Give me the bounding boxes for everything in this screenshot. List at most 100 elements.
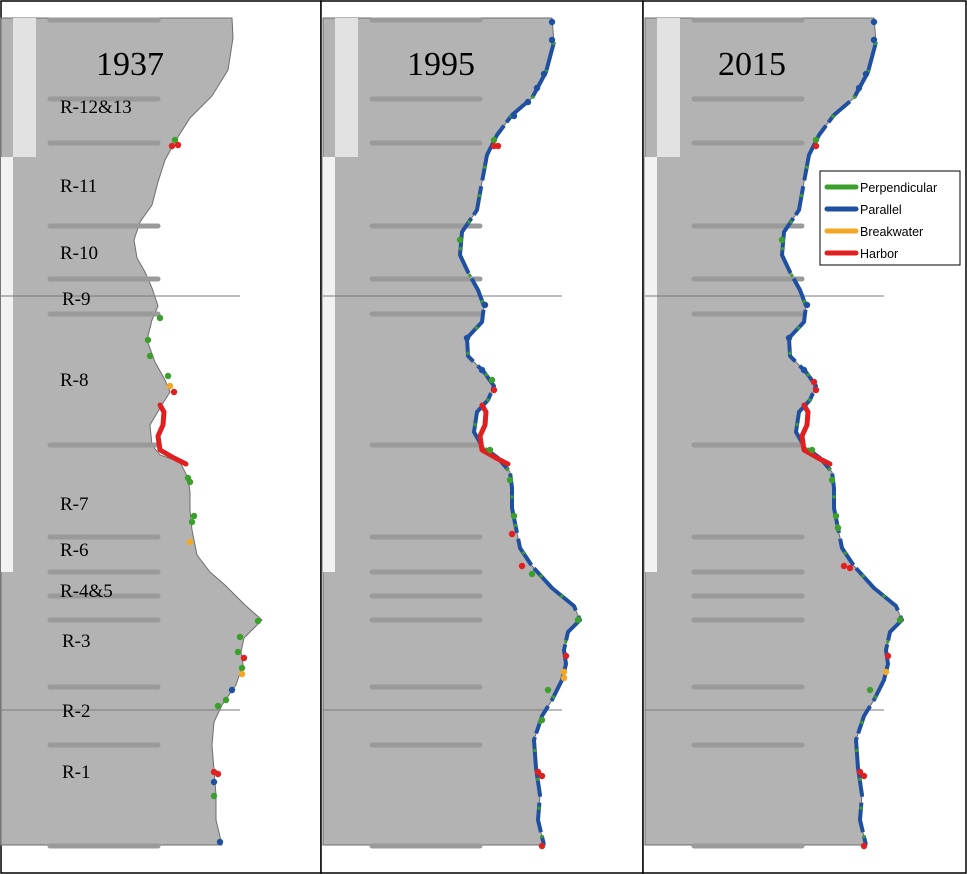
legend: Perpendicular Parallel Breakwater Harbor (819, 170, 961, 266)
armoring-point-perpendicular (236, 633, 244, 641)
inland-edge-top (335, 18, 358, 157)
armoring-point-perpendicular (214, 702, 222, 710)
armoring-point-breakwater (882, 668, 890, 676)
armoring-point-perpendicular (538, 716, 546, 724)
armoring-point-parallel (216, 838, 224, 846)
armoring-point-perpendicular (574, 616, 582, 624)
armoring-point-perpendicular (896, 616, 904, 624)
armoring-point-perpendicular (866, 686, 874, 694)
armoring-point-harbor (508, 530, 516, 538)
panel-content (322, 17, 582, 850)
armoring-point-harbor (494, 142, 502, 150)
armoring-point-parallel (803, 301, 811, 309)
armoring-point-parallel (800, 366, 808, 374)
harbor-line (155, 402, 189, 467)
year-title: 2015 (718, 46, 786, 83)
armoring-point-harbor (240, 654, 248, 662)
armoring-point-perpendicular (144, 336, 152, 344)
armoring-point-perpendicular (812, 136, 820, 144)
region-label-r11: R-11 (60, 176, 97, 197)
armoring-point-perpendicular (544, 686, 552, 694)
armoring-point-perpendicular (490, 136, 498, 144)
panel-content (0, 17, 263, 849)
armoring-point-perpendicular (834, 524, 842, 532)
armoring-point-harbor (174, 141, 182, 149)
armoring-point-perpendicular (832, 512, 840, 520)
armoring-point-parallel (524, 98, 532, 106)
armoring-point-harbor (860, 842, 868, 850)
region-labels: R-12&13 R-11 R-10 R-9 R-8 R-7 R-6 R-4&5 … (60, 97, 132, 783)
armoring-point-parallel (210, 778, 218, 786)
region-label-r6: R-6 (60, 540, 89, 561)
armoring-point-harbor (538, 772, 546, 780)
region-label-r8: R-8 (60, 370, 89, 391)
armoring-point-perpendicular (222, 696, 230, 704)
region-label-r12-13: R-12&13 (60, 97, 132, 118)
armoring-point-parallel (540, 70, 548, 78)
inland-edge-top (13, 18, 36, 157)
map-panel-1937: 1937 (0, 0, 322, 874)
armoring-point-perpendicular (506, 476, 514, 484)
armoring-point-parallel (870, 36, 878, 44)
armoring-point-breakwater (560, 674, 568, 682)
armoring-point-perpendicular (210, 792, 218, 800)
legend-label-harbor: Harbor (860, 247, 898, 261)
armoring-point-perpendicular (190, 512, 198, 520)
armoring-point-harbor (170, 388, 178, 396)
armoring-point-harbor (168, 142, 176, 150)
armoring-point-harbor (812, 386, 820, 394)
armoring-point-perpendicular (528, 570, 536, 578)
armoring-point-harbor (840, 562, 848, 570)
armoring-parallel-line (780, 41, 904, 846)
region-label-r9: R-9 (62, 289, 91, 310)
harbor-line (799, 402, 833, 467)
armoring-point-perpendicular (510, 512, 518, 520)
armoring-point-harbor (884, 652, 892, 660)
armoring-point-harbor (846, 564, 854, 572)
year-title: 1995 (407, 46, 475, 83)
inland-edge-top (657, 18, 680, 157)
harbor-line (477, 402, 511, 467)
map-panel-1995: 1995 (320, 0, 644, 874)
legend-label-breakwater: Breakwater (860, 225, 923, 239)
armoring-point-breakwater (166, 382, 174, 390)
armoring-point-perpendicular (778, 236, 786, 244)
armoring-point-perpendicular (808, 446, 816, 454)
legend-label-parallel: Parallel (860, 203, 902, 217)
armoring-point-perpendicular (828, 476, 836, 484)
map-panel-2015: 2015 (642, 0, 967, 874)
armoring-point-perpendicular (254, 617, 262, 625)
armoring-point-parallel (481, 301, 489, 309)
armoring-point-breakwater (186, 538, 194, 546)
armoring-point-parallel (478, 366, 486, 374)
inland-edge (323, 157, 335, 572)
armoring-point-perpendicular (164, 372, 172, 380)
armoring-point-harbor (490, 386, 498, 394)
armoring-point-harbor (538, 842, 546, 850)
armoring-point-breakwater (560, 668, 568, 676)
armoring-point-perpendicular (486, 446, 494, 454)
armoring-point-harbor (856, 768, 864, 776)
armoring-point-perpendicular (238, 664, 246, 672)
region-label-r1: R-1 (62, 762, 91, 783)
armoring-point-parallel (862, 70, 870, 78)
legend-label-perpendicular: Perpendicular (860, 181, 937, 195)
inland-edge (1, 157, 13, 572)
region-label-r10: R-10 (60, 243, 98, 264)
armoring-point-parallel (855, 84, 863, 92)
armoring-point-parallel (785, 334, 793, 342)
armoring-point-harbor (534, 768, 542, 776)
armoring-point-harbor (518, 562, 526, 570)
armoring-point-harbor (860, 772, 868, 780)
armoring-point-perpendicular (156, 314, 164, 322)
armoring-point-harbor (562, 652, 570, 660)
armoring-point-parallel (870, 18, 878, 26)
armoring-point-harbor (812, 142, 820, 150)
panel-content (644, 17, 904, 850)
armoring-point-perpendicular (171, 136, 179, 144)
armoring-point-perpendicular (488, 376, 496, 384)
armoring-point-harbor (214, 770, 222, 778)
armoring-point-perpendicular (188, 518, 196, 526)
region-label-r2: R-2 (62, 701, 91, 722)
